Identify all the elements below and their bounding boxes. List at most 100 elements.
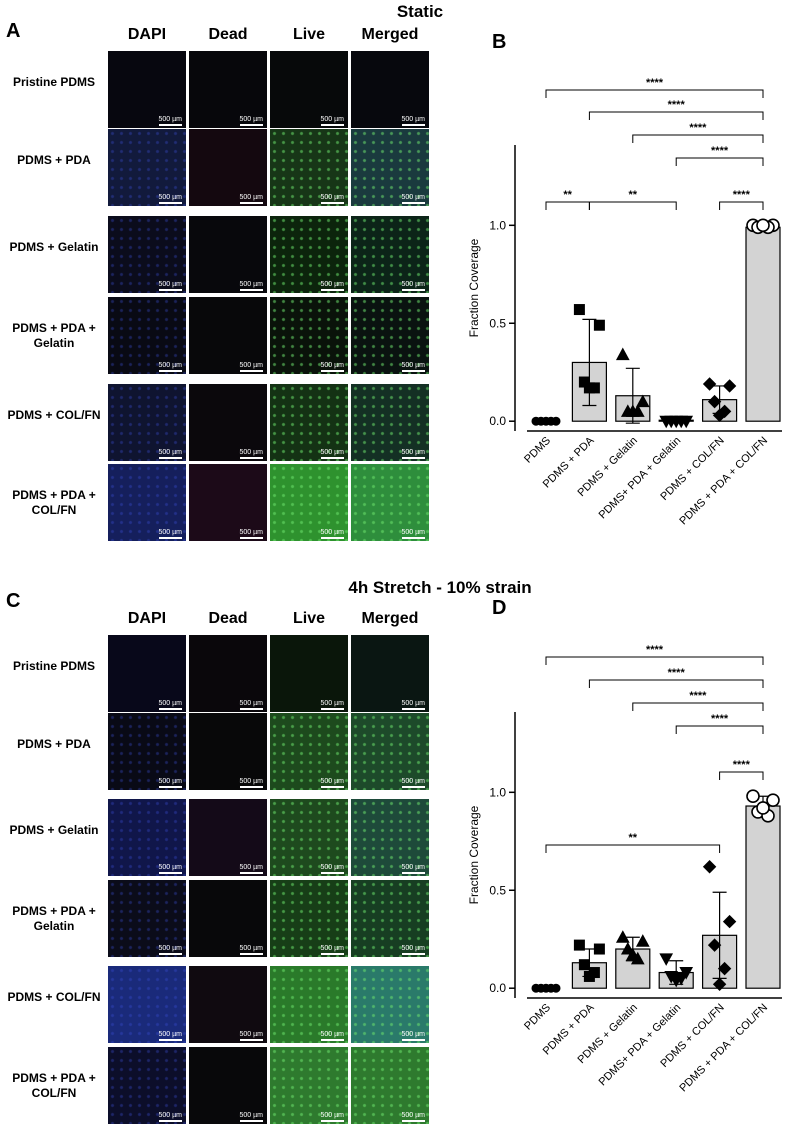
scale-bar-line — [158, 124, 182, 126]
significance-bracket — [545, 844, 721, 853]
data-point — [541, 416, 551, 426]
significance-bracket — [632, 134, 764, 143]
scale-bar: 500 µm — [239, 864, 263, 874]
scale-bar-line — [320, 953, 344, 955]
significance-label: **** — [646, 77, 664, 89]
significance-label: **** — [689, 690, 707, 702]
scale-bar: 500 µm — [401, 1112, 426, 1122]
section-title: Static — [396, 2, 444, 21]
scale-bar-line — [401, 537, 425, 539]
x-tick-label: PDMS + PDA + COL/FN — [677, 1002, 770, 1095]
row-label: PDMS + PDA + COL/FN — [12, 488, 96, 517]
x-tick-label: PDMS+ PDA + Gelatin — [597, 435, 684, 522]
row-label: PDMS + PDA + COL/FN — [12, 1071, 96, 1100]
scale-bar: 500 µm — [320, 194, 345, 204]
panel-label: B — [492, 31, 506, 53]
scale-bar: 500 µm — [239, 700, 264, 710]
data-point — [625, 404, 640, 417]
scale-bar-line — [320, 537, 344, 539]
scale-bar: 500 µm — [401, 700, 425, 710]
micrograph: 500 µm — [108, 1047, 186, 1124]
scale-bar-line — [320, 202, 344, 204]
significance-bracket — [632, 702, 764, 711]
micrograph: 500 µm — [351, 216, 429, 293]
y-tick-label: 0.0 — [489, 414, 506, 428]
data-point — [583, 382, 595, 394]
scale-bar-line — [239, 1120, 263, 1122]
x-tick-label: PDMS — [522, 435, 553, 466]
column-header: Dead — [208, 610, 248, 627]
data-point — [541, 983, 551, 993]
significance-bracket — [719, 771, 764, 780]
scale-bar: 500 µm — [239, 778, 263, 788]
panel-label: C — [6, 590, 21, 612]
data-point — [578, 959, 590, 971]
micrograph: 500 µm — [189, 635, 267, 712]
data-point — [707, 938, 722, 952]
significance-bracket — [675, 725, 764, 734]
micrograph: 500 µm — [189, 216, 267, 293]
micrograph: 500 µm — [108, 966, 186, 1043]
scale-bar-label: 500 µm — [320, 778, 345, 785]
significance-label: ** — [629, 832, 638, 844]
scale-bar-line — [239, 457, 263, 459]
scale-bar-label: 500 µm — [320, 449, 345, 456]
y-axis-label: Fraction Coverage — [467, 238, 481, 337]
scale-bar: 500 µm — [401, 945, 425, 955]
scale-bar: 500 µm — [158, 945, 182, 955]
micrograph: 500 µm — [108, 464, 186, 541]
scale-bar-label: 500 µm — [239, 700, 264, 707]
y-tick-label: 0.5 — [489, 316, 506, 330]
micrograph: 500 µm — [351, 129, 429, 206]
scale-bar-line — [401, 1039, 425, 1041]
data-point — [615, 347, 630, 361]
scale-bar-label: 500 µm — [401, 1112, 426, 1119]
scale-bar: 500 µm — [320, 700, 344, 710]
data-point — [573, 304, 585, 316]
scale-bar-line — [239, 708, 263, 710]
significance-bracket — [545, 89, 764, 98]
significance-label: **** — [646, 644, 664, 656]
scale-bar: 500 µm — [401, 449, 425, 459]
micrograph: 500 µm — [270, 966, 348, 1043]
scale-bar-label: 500 µm — [320, 945, 345, 952]
scale-bar-line — [239, 1039, 263, 1041]
data-point — [707, 394, 722, 409]
scale-bar: 500 µm — [401, 194, 425, 204]
micrograph: 500 µm — [351, 799, 429, 876]
bar — [745, 226, 781, 422]
scale-bar: 500 µm — [320, 1031, 344, 1041]
significance-bracket — [675, 157, 764, 166]
scale-bar-line — [158, 953, 182, 955]
scale-bar: 500 µm — [401, 778, 425, 788]
data-point — [583, 970, 595, 982]
panel-label: A — [6, 20, 21, 42]
row-label: Pristine PDMS — [12, 659, 96, 673]
scale-bar-label: 500 µm — [239, 945, 264, 952]
scale-bar-label: 500 µm — [320, 194, 345, 201]
micrograph: 500 µm — [108, 635, 186, 712]
scale-bar-line — [401, 124, 425, 126]
micrograph: 500 µm — [351, 966, 429, 1043]
micrograph: 500 µm — [351, 384, 429, 461]
scale-bar-line — [320, 708, 344, 710]
scale-bar-line — [320, 786, 344, 788]
data-point — [669, 974, 684, 988]
scale-bar-line — [158, 202, 182, 204]
micrograph: 500 µm — [108, 51, 186, 128]
scale-bar: 500 µm — [158, 864, 182, 874]
scale-bar-label: 500 µm — [158, 1031, 183, 1038]
row-label: PDMS + Gelatin — [9, 823, 99, 837]
micrograph: 500 µm — [270, 384, 348, 461]
scale-bar-label: 500 µm — [239, 529, 264, 536]
scale-bar-label: 500 µm — [239, 116, 264, 123]
scale-bar-label: 500 µm — [320, 281, 345, 288]
data-point — [702, 377, 717, 391]
micrograph: 500 µm — [270, 297, 348, 374]
micrograph: 500 µm — [189, 713, 267, 790]
scale-bar-line — [158, 370, 182, 372]
y-tick-label: 0.0 — [489, 981, 506, 995]
data-point — [593, 943, 605, 955]
data-point — [635, 934, 650, 947]
scale-bar: 500 µm — [320, 281, 345, 291]
